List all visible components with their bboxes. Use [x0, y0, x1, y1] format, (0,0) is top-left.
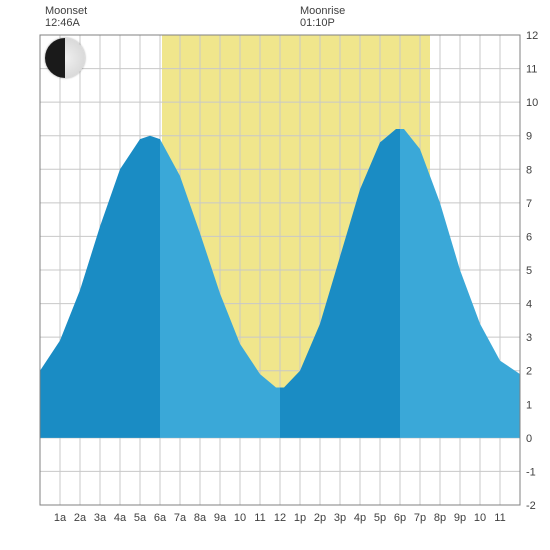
y-tick-label: -2	[526, 500, 536, 512]
y-tick-label: 3	[526, 332, 532, 344]
y-tick-label: 6	[526, 231, 532, 243]
x-tick-label: 8a	[194, 512, 207, 524]
y-tick-label: 0	[526, 433, 532, 445]
moonset-title: Moonset	[45, 5, 87, 17]
x-tick-label: 6a	[154, 512, 167, 524]
x-tick-label: 7p	[414, 512, 426, 524]
moonrise-time: 01:10P	[300, 17, 345, 29]
y-tick-label: 12	[526, 30, 538, 42]
moon-shadow	[45, 38, 65, 78]
tide-chart-svg: 1211109876543210-1-21a2a3a4a5a6a7a8a9a10…	[0, 0, 550, 550]
y-tick-label: 2	[526, 366, 532, 378]
y-tick-label: 4	[526, 299, 532, 311]
tide-chart-container: Moonset 12:46A Moonrise 01:10P 121110987…	[0, 0, 550, 550]
moonrise-label-block: Moonrise 01:10P	[300, 5, 345, 29]
x-tick-label: 5p	[374, 512, 386, 524]
x-tick-label: 12	[274, 512, 286, 524]
x-tick-label: 4p	[354, 512, 366, 524]
y-tick-label: 10	[526, 97, 538, 109]
y-tick-label: 8	[526, 164, 532, 176]
x-tick-label: 2a	[74, 512, 87, 524]
x-tick-label: 2p	[314, 512, 326, 524]
x-tick-label: 4a	[114, 512, 127, 524]
x-tick-label: 1p	[294, 512, 306, 524]
y-tick-label: 1	[526, 399, 532, 411]
x-tick-label: 11	[254, 512, 265, 524]
x-tick-label: 1a	[54, 512, 67, 524]
x-tick-label: 8p	[434, 512, 446, 524]
y-tick-label: 5	[526, 265, 532, 277]
moon-phase-icon	[45, 38, 85, 78]
x-tick-label: 11	[494, 512, 505, 524]
x-tick-label: 9p	[454, 512, 466, 524]
y-tick-label: 7	[526, 198, 532, 210]
y-tick-label: 9	[526, 131, 532, 143]
x-tick-label: 10	[474, 512, 486, 524]
x-tick-label: 9a	[214, 512, 227, 524]
x-tick-label: 3a	[94, 512, 107, 524]
y-tick-label: -1	[526, 466, 536, 478]
moonset-label-block: Moonset 12:46A	[45, 5, 87, 29]
x-tick-label: 6p	[394, 512, 406, 524]
x-tick-label: 3p	[334, 512, 346, 524]
x-tick-label: 5a	[134, 512, 147, 524]
x-tick-label: 7a	[174, 512, 187, 524]
moonset-time: 12:46A	[45, 17, 87, 29]
y-tick-label: 11	[526, 64, 537, 76]
x-tick-label: 10	[234, 512, 246, 524]
moonrise-title: Moonrise	[300, 5, 345, 17]
